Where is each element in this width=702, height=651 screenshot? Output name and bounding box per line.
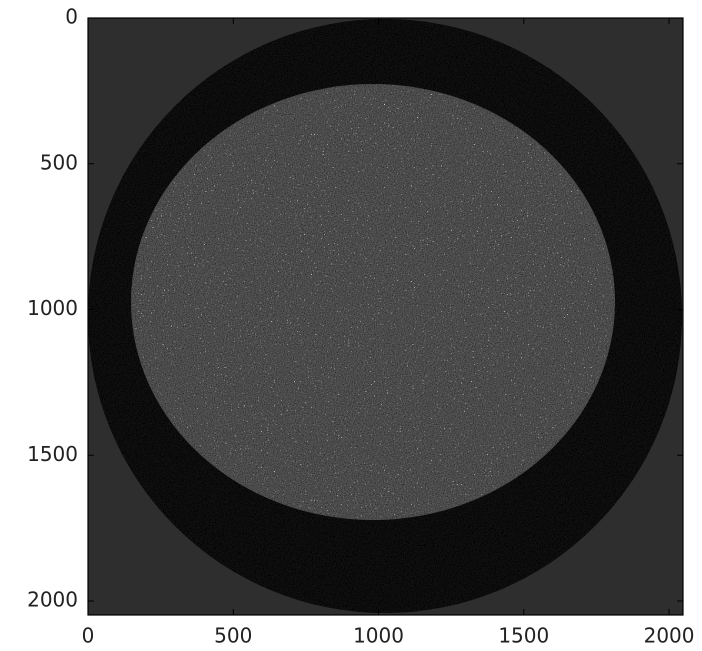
y-tick-label: 0 (65, 5, 78, 29)
y-tick-label: 1000 (27, 296, 78, 320)
x-tick-label: 0 (82, 624, 95, 648)
axes-frame (87, 17, 684, 616)
x-tick-label: 500 (214, 624, 252, 648)
y-tick-label: 2000 (27, 588, 78, 612)
x-tick-label: 1500 (498, 624, 549, 648)
x-tick-label: 2000 (644, 624, 695, 648)
y-tick-label: 1500 (27, 442, 78, 466)
x-tick-label: 1000 (353, 624, 404, 648)
image (88, 18, 683, 615)
sample-specks (133, 86, 613, 518)
y-tick-label: 500 (40, 150, 78, 174)
